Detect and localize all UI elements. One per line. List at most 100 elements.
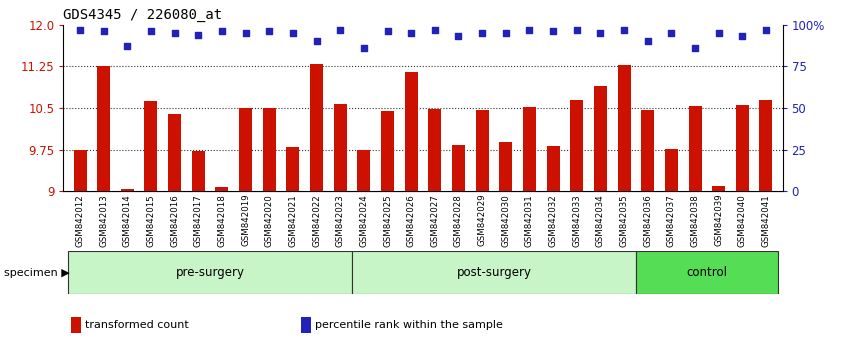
Point	[144, 29, 157, 34]
Point	[641, 39, 655, 44]
Text: GSM842037: GSM842037	[667, 194, 676, 247]
Bar	[381, 111, 394, 191]
Point	[475, 30, 489, 36]
Bar	[428, 109, 442, 191]
Text: GSM842026: GSM842026	[407, 194, 415, 247]
Point	[618, 27, 631, 33]
Text: GSM842025: GSM842025	[383, 194, 392, 247]
Bar	[404, 72, 418, 191]
Point	[523, 27, 536, 33]
Text: pre-surgery: pre-surgery	[176, 266, 244, 279]
Point	[428, 27, 442, 33]
Bar	[357, 149, 371, 191]
Point	[310, 39, 323, 44]
Text: GSM842027: GSM842027	[431, 194, 439, 247]
Bar	[665, 149, 678, 191]
Text: percentile rank within the sample: percentile rank within the sample	[315, 320, 503, 330]
Point	[665, 30, 678, 36]
Bar	[216, 187, 228, 191]
Bar	[475, 110, 489, 191]
Text: GSM842040: GSM842040	[738, 194, 747, 247]
Text: GSM842038: GSM842038	[690, 194, 700, 247]
Bar	[618, 65, 630, 191]
Bar	[145, 101, 157, 191]
Bar	[523, 107, 536, 191]
Point	[735, 34, 749, 39]
Bar	[641, 110, 654, 191]
Bar	[287, 147, 299, 191]
Point	[168, 30, 181, 36]
Point	[404, 30, 418, 36]
Bar	[594, 86, 607, 191]
Bar	[70, 317, 80, 333]
Text: GSM842036: GSM842036	[643, 194, 652, 247]
Point	[759, 27, 772, 33]
Bar	[570, 99, 583, 191]
Point	[215, 29, 228, 34]
Point	[381, 29, 394, 34]
Bar	[168, 114, 181, 191]
Text: GSM842029: GSM842029	[478, 194, 486, 246]
Text: GSM842014: GSM842014	[123, 194, 132, 247]
Text: GSM842041: GSM842041	[761, 194, 771, 247]
Bar	[333, 103, 347, 191]
Bar	[239, 108, 252, 191]
Text: GSM842019: GSM842019	[241, 194, 250, 246]
Bar	[689, 106, 701, 191]
Text: GSM842033: GSM842033	[572, 194, 581, 247]
Text: GSM842013: GSM842013	[99, 194, 108, 247]
Point	[74, 27, 87, 33]
Bar	[712, 185, 725, 191]
Text: GSM842030: GSM842030	[502, 194, 510, 247]
Point	[262, 29, 276, 34]
Bar	[352, 251, 636, 294]
Text: GSM842034: GSM842034	[596, 194, 605, 247]
Point	[191, 32, 205, 38]
Bar	[310, 64, 323, 191]
Bar	[547, 146, 559, 191]
Text: GSM842028: GSM842028	[454, 194, 463, 247]
Bar	[121, 189, 134, 191]
Point	[452, 34, 465, 39]
Bar	[301, 317, 310, 333]
Bar	[97, 67, 110, 191]
Point	[333, 27, 347, 33]
Point	[120, 44, 134, 49]
Text: GSM842024: GSM842024	[360, 194, 368, 247]
Text: specimen ▶: specimen ▶	[4, 268, 70, 278]
Point	[547, 29, 560, 34]
Text: GSM842020: GSM842020	[265, 194, 274, 247]
Text: GSM842018: GSM842018	[217, 194, 227, 247]
Text: GSM842039: GSM842039	[714, 194, 723, 246]
Point	[239, 30, 252, 36]
Text: GDS4345 / 226080_at: GDS4345 / 226080_at	[63, 8, 222, 22]
Text: GSM842031: GSM842031	[525, 194, 534, 247]
Text: GSM842016: GSM842016	[170, 194, 179, 247]
Bar	[74, 149, 86, 191]
Point	[570, 27, 584, 33]
Point	[357, 45, 371, 51]
Text: transformed count: transformed count	[85, 320, 189, 330]
Point	[712, 30, 726, 36]
Bar	[192, 151, 205, 191]
Text: GSM842022: GSM842022	[312, 194, 321, 247]
Point	[689, 45, 702, 51]
Bar	[760, 99, 772, 191]
Text: GSM842015: GSM842015	[146, 194, 156, 247]
Point	[499, 30, 513, 36]
Bar	[69, 251, 352, 294]
Point	[594, 30, 607, 36]
Text: post-surgery: post-surgery	[457, 266, 531, 279]
Text: GSM842021: GSM842021	[288, 194, 298, 247]
Text: GSM842012: GSM842012	[75, 194, 85, 247]
Text: GSM842035: GSM842035	[619, 194, 629, 247]
Text: control: control	[686, 266, 728, 279]
Bar	[499, 142, 513, 191]
Point	[286, 30, 299, 36]
Bar	[736, 105, 749, 191]
Text: GSM842023: GSM842023	[336, 194, 344, 247]
Text: GSM842032: GSM842032	[548, 194, 558, 247]
Bar	[452, 144, 465, 191]
Point	[97, 29, 111, 34]
Bar	[636, 251, 777, 294]
